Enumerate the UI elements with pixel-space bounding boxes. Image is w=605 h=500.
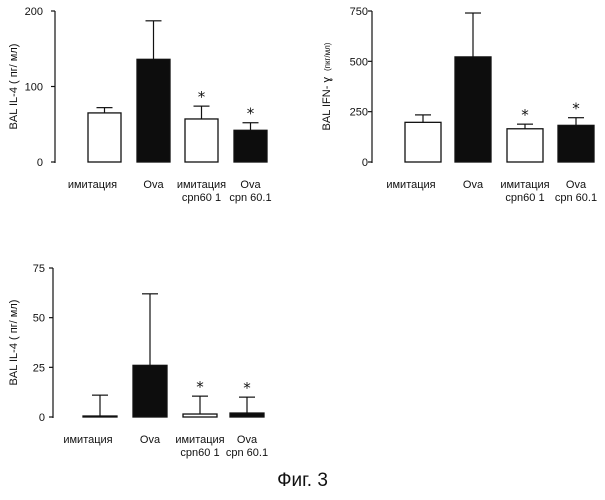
category-label: Ova bbox=[237, 434, 258, 446]
category-label-line2: cpn 60.1 bbox=[226, 447, 268, 459]
y-tick-label: 75 bbox=[33, 263, 45, 275]
y-axis-label-unit: (пкг/мл) bbox=[323, 42, 332, 71]
bar bbox=[507, 129, 543, 162]
y-axis-label-main: BAL IL-4 ( пг/ мл) bbox=[8, 44, 20, 130]
significance-star: * bbox=[198, 88, 206, 106]
y-tick-label: 50 bbox=[33, 313, 45, 325]
y-axis-label: BAL IFN- ɣ (пкг/мл) bbox=[321, 42, 333, 130]
significance-star: * bbox=[247, 105, 255, 123]
category-label: имитация bbox=[68, 179, 117, 191]
y-tick-label: 0 bbox=[37, 157, 43, 169]
bar bbox=[88, 113, 121, 162]
figure-caption: Фиг. 3 bbox=[0, 470, 605, 492]
category-label: имитация bbox=[175, 434, 224, 446]
bar bbox=[185, 119, 218, 162]
y-tick-label: 250 bbox=[350, 107, 368, 119]
y-tick-label: 25 bbox=[33, 362, 45, 374]
bar bbox=[234, 130, 267, 162]
bar bbox=[133, 365, 167, 417]
bar bbox=[405, 122, 441, 162]
y-axis-label: BAL IL-4 ( пг/ мл) bbox=[8, 300, 20, 386]
y-tick-label: 100 bbox=[25, 82, 43, 94]
category-label: Ova bbox=[140, 434, 161, 446]
category-label-line2: cpn60 1 bbox=[505, 192, 544, 204]
y-axis-label: BAL IL-4 ( пг/ мл) bbox=[8, 44, 20, 130]
significance-star: * bbox=[572, 100, 580, 118]
category-label: Ova bbox=[143, 179, 164, 191]
category-label: имитация bbox=[63, 434, 112, 446]
bar bbox=[230, 413, 264, 417]
y-axis-label-main: BAL IFN- ɣ bbox=[321, 77, 333, 131]
bar bbox=[558, 125, 594, 162]
significance-star: * bbox=[243, 379, 251, 397]
category-label: имитация bbox=[177, 179, 226, 191]
y-tick-label: 200 bbox=[25, 6, 43, 18]
bar bbox=[183, 414, 217, 417]
category-label: имитация bbox=[500, 179, 549, 191]
y-tick-label: 750 bbox=[350, 6, 368, 18]
category-label-line2: cpn60 1 bbox=[180, 447, 219, 459]
bar bbox=[83, 416, 117, 417]
category-label: Ova bbox=[240, 179, 261, 191]
category-label-line2: cpn60 1 bbox=[182, 192, 221, 204]
chart-panel-1: 200 100 0 BAL IL-4 ( пг/ мл) имитация Ova * ими… bbox=[8, 6, 272, 204]
y-tick-label: 500 bbox=[350, 56, 368, 68]
y-axis-label-main: BAL IL-4 ( пг/ мл) bbox=[8, 300, 20, 386]
bar bbox=[455, 57, 491, 162]
chart-panel-2: 750 500 250 0 BAL IFN- ɣ (пкг/мл) имитация Ova *… bbox=[321, 6, 597, 204]
category-label: Ova bbox=[463, 179, 484, 191]
category-label-line2: cpn 60.1 bbox=[555, 192, 597, 204]
category-label: имитация bbox=[386, 179, 435, 191]
y-tick-label: 0 bbox=[362, 157, 368, 169]
significance-star: * bbox=[521, 106, 529, 124]
bar bbox=[137, 59, 170, 162]
chart-panel-3: 75 50 25 0 BAL IL-4 ( пг/ мл) имитация Ova * ими… bbox=[8, 263, 268, 459]
category-label-line2: cpn 60.1 bbox=[229, 192, 271, 204]
category-label: Ova bbox=[566, 179, 587, 191]
y-tick-label: 0 bbox=[39, 412, 45, 424]
significance-star: * bbox=[196, 378, 204, 396]
